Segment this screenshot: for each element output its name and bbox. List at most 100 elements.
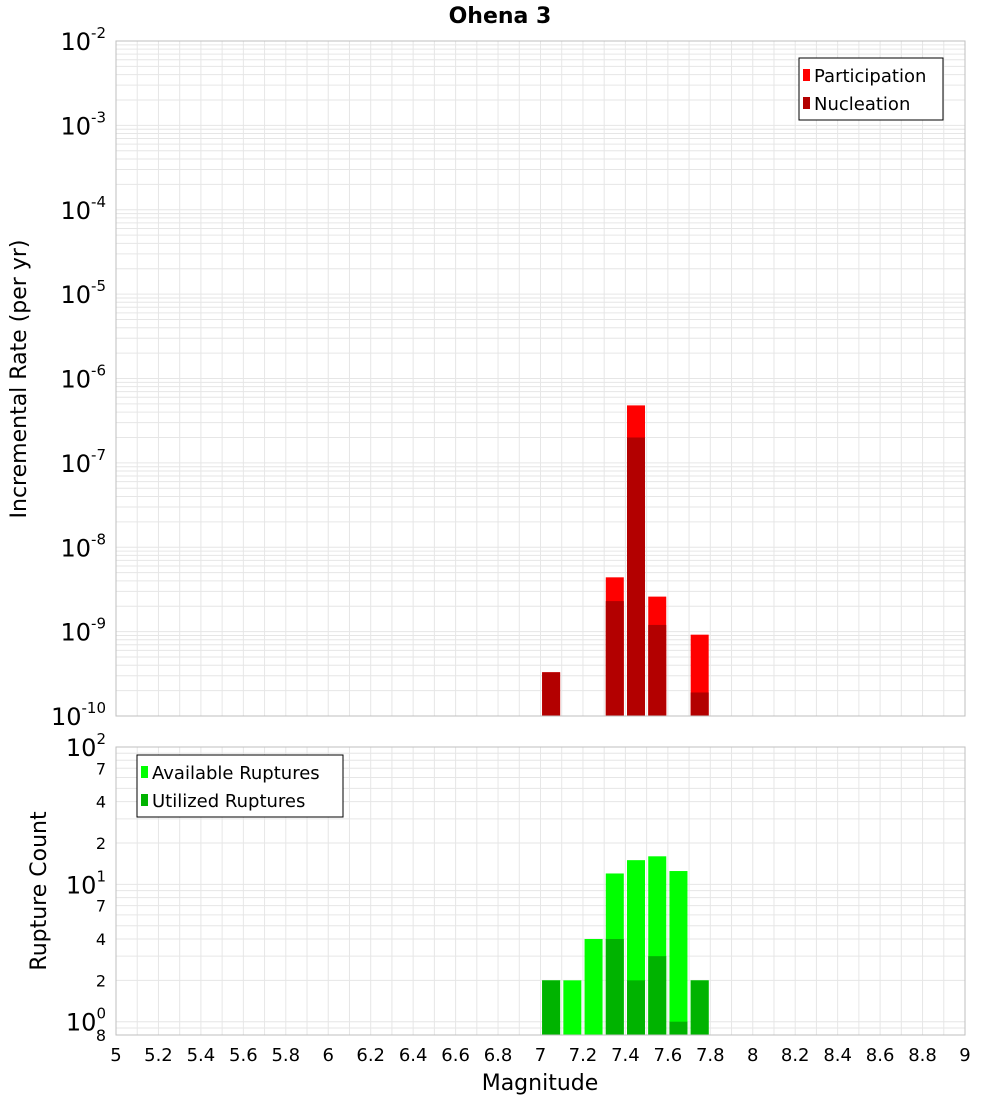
top-legend: Participation Nucleation: [798, 57, 944, 121]
bottom-legend-swatch: [141, 766, 148, 778]
y-tick-exponent: -2: [91, 24, 106, 42]
top-bar-s2: [648, 624, 667, 716]
x-tick-label: 8.4: [823, 1045, 852, 1066]
top-y-tick-label: 10-7: [60, 446, 106, 478]
bottom-legend-swatch: [141, 794, 148, 806]
x-tick-label: 7.6: [654, 1045, 683, 1066]
bottom-bar-s1: [584, 939, 603, 1035]
bottom-y-minor-tick-label: 4: [96, 793, 106, 812]
y-tick-exponent: -5: [91, 277, 106, 295]
x-tick-label: 6.6: [441, 1045, 470, 1066]
top-grid: [115, 41, 966, 717]
y-tick-exponent: -9: [91, 615, 106, 633]
x-tick-label: 7.4: [611, 1045, 640, 1066]
top-legend-box: [798, 57, 944, 121]
top-legend-swatch: [803, 97, 810, 109]
top-y-tick-label: 10-9: [60, 615, 106, 647]
y-tick-base: 10: [60, 112, 91, 140]
top-plot-border: [115, 40, 966, 717]
x-tick-label: 7: [535, 1045, 546, 1066]
bottom-y-minor-tick-label: 7: [96, 897, 106, 916]
bottom-bar-s2: [690, 980, 709, 1035]
x-tick-label: 9: [959, 1045, 970, 1066]
bottom-plot-border: [115, 746, 966, 1036]
x-tick-label: 6: [323, 1045, 334, 1066]
y-tick-base: 10: [60, 450, 91, 478]
top-y-tick-label: 10-3: [60, 108, 106, 140]
top-legend-label: Nucleation: [814, 94, 910, 115]
y-tick-exponent: -6: [91, 362, 106, 380]
y-tick-base: 10: [66, 734, 97, 762]
x-tick-label: 6.2: [356, 1045, 385, 1066]
y-tick-base: 10: [60, 197, 91, 225]
bottom-y-tick-label: 100: [66, 1005, 106, 1037]
x-tick-label: 8: [747, 1045, 758, 1066]
y-tick-exponent: -4: [91, 193, 106, 211]
bottom-y-minor-tick-label: 2: [96, 834, 106, 853]
y-tick-exponent: -3: [91, 108, 106, 126]
x-tick-label: 5: [110, 1045, 121, 1066]
y-tick-exponent: 0: [96, 1005, 106, 1023]
bottom-bar-s2: [605, 939, 624, 1035]
x-tick-label: 8.6: [866, 1045, 895, 1066]
x-tick-label: 5.2: [144, 1045, 173, 1066]
y-tick-base: 10: [60, 534, 91, 562]
top-y-tick-label: 10-8: [60, 530, 106, 562]
bottom-legend-label: Utilized Ruptures: [152, 791, 305, 812]
top-y-tick-label: 10-10: [51, 699, 106, 731]
top-y-tick-label: 10-4: [60, 193, 106, 225]
x-tick-label: 5.4: [187, 1045, 216, 1066]
top-y-tick-label: 10-6: [60, 362, 106, 394]
y-tick-base: 10: [66, 871, 97, 899]
top-bar-s2: [690, 692, 709, 716]
top-bar-s2: [605, 601, 624, 716]
x-tick-label: 8.8: [908, 1045, 937, 1066]
top-y-tick-label: 10-5: [60, 277, 106, 309]
y-tick-exponent: -7: [91, 446, 106, 464]
y-tick-base: 10: [66, 1009, 97, 1037]
y-tick-exponent: -8: [91, 530, 106, 548]
bottom-bar-s2: [648, 956, 667, 1035]
bottom-bar-s2: [542, 980, 561, 1035]
bottom-legend-label: Available Ruptures: [152, 763, 320, 784]
bottom-y-minor-tick-label: 7: [96, 759, 106, 778]
bottom-y-minor-tick-label: 4: [96, 930, 106, 949]
y-tick-exponent: -10: [82, 699, 107, 717]
top-y-axis-label: Incremental Rate (per yr): [7, 240, 32, 519]
top-bar-s2: [627, 437, 646, 716]
top-plot-area: [115, 40, 966, 717]
bottom-y-minor-tick-label: 8: [96, 1026, 106, 1045]
bottom-bar-s2: [627, 980, 646, 1035]
bottom-y-tick-label: 102: [66, 730, 106, 762]
bottom-bar-s1: [669, 871, 688, 1035]
x-axis-ticks: 5 5.2 5.4 5.6 5.8 6 6.2 6.4 6.6 6.8 7 7.2 7.4 7.6 7.8 8…: [110, 1045, 970, 1066]
y-tick-base: 10: [60, 28, 91, 56]
bottom-legend-box: [136, 754, 344, 818]
x-axis-label: Magnitude: [482, 1071, 599, 1096]
x-tick-label: 8.2: [781, 1045, 810, 1066]
bottom-y-axis-label: Rupture Count: [27, 811, 52, 971]
x-tick-label: 7.2: [569, 1045, 598, 1066]
chart-title: Ohena 3: [449, 4, 552, 29]
top-bar-s2: [542, 672, 561, 716]
bottom-legend: Available Ruptures Utilized Ruptures: [136, 754, 344, 818]
y-tick-base: 10: [60, 619, 91, 647]
y-tick-base: 10: [51, 703, 82, 731]
x-tick-label: 5.8: [271, 1045, 300, 1066]
y-tick-exponent: 2: [96, 730, 106, 748]
top-legend-swatch: [803, 69, 810, 81]
bottom-bar-s1: [563, 980, 582, 1035]
y-tick-exponent: 1: [96, 867, 106, 885]
y-tick-base: 10: [60, 366, 91, 394]
y-tick-base: 10: [60, 281, 91, 309]
bottom-y-tick-label: 101: [66, 867, 106, 899]
top-y-tick-label: 10-2: [60, 24, 106, 56]
x-tick-label: 6.8: [484, 1045, 513, 1066]
bottom-bar-s2: [669, 1021, 688, 1035]
top-legend-label: Participation: [814, 66, 926, 87]
bottom-y-minor-tick-label: 2: [96, 971, 106, 990]
x-tick-label: 6.4: [399, 1045, 428, 1066]
x-tick-label: 5.6: [229, 1045, 258, 1066]
x-tick-label: 7.8: [696, 1045, 725, 1066]
